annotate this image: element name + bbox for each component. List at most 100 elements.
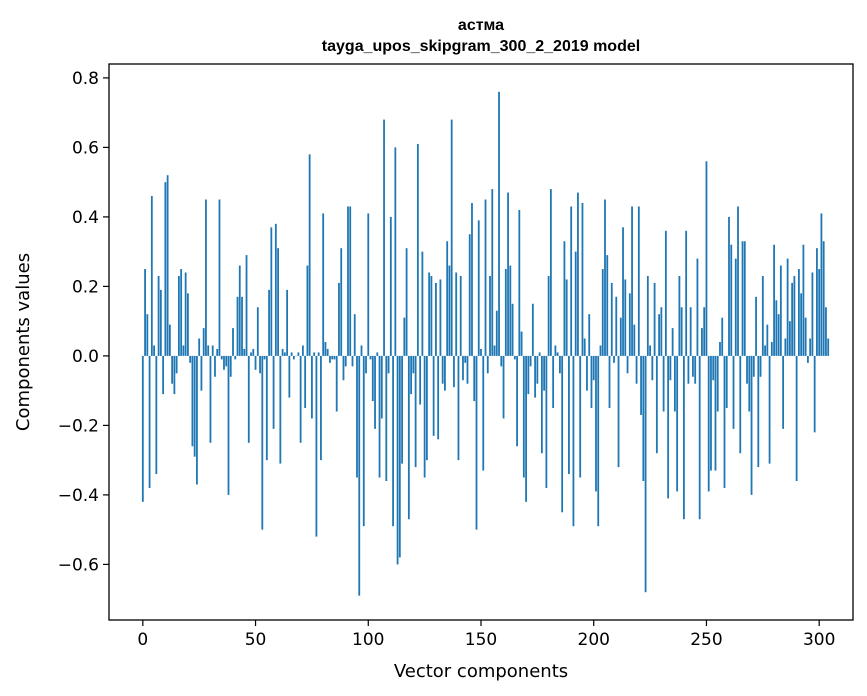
bar-83 [329, 355, 331, 363]
bar-167 [518, 209, 521, 356]
bar-144 [466, 355, 469, 384]
bar-159 [500, 355, 503, 367]
bar-85 [333, 355, 336, 360]
bar-117 [405, 248, 408, 356]
bar-267 [743, 241, 746, 356]
bar-92 [349, 206, 352, 356]
bar-97 [360, 345, 363, 356]
bar-302 [822, 241, 825, 356]
bar-156 [493, 345, 496, 356]
chart-subtitle: tayga_upos_skipgram_300_2_2019 model [322, 38, 640, 55]
bar-95 [356, 355, 358, 478]
x-tick-label: 100 [352, 630, 384, 650]
bar-94 [353, 314, 356, 356]
bar-11 [166, 175, 169, 356]
bar-264 [737, 206, 739, 356]
bar-186 [561, 355, 564, 513]
bar-31 [211, 345, 214, 356]
bar-298 [813, 355, 816, 433]
bar-80 [322, 213, 325, 356]
bar-294 [804, 317, 807, 356]
bar-199 [590, 355, 593, 409]
bar-201 [595, 355, 597, 492]
bar-158 [498, 91, 500, 356]
bar-202 [597, 355, 600, 527]
bar-296 [809, 338, 812, 356]
bar-33 [216, 348, 219, 356]
bar-54 [263, 355, 266, 360]
bar-288 [791, 282, 794, 356]
bar-8 [159, 289, 162, 356]
bar-198 [588, 314, 591, 356]
bar-213 [622, 227, 624, 356]
bar-192 [574, 251, 577, 356]
bar-230 [660, 307, 663, 356]
bar-55 [265, 355, 268, 461]
bar-18 [182, 345, 185, 356]
bar-239 [680, 307, 683, 356]
bar-297 [811, 272, 814, 356]
bar-130 [435, 282, 437, 356]
bar-19 [184, 272, 187, 356]
bar-26 [200, 355, 203, 391]
bar-71 [301, 345, 304, 356]
bar-75 [311, 355, 313, 419]
bar-259 [725, 355, 728, 409]
bar-128 [430, 275, 433, 356]
y-tick-label: −0.4 [58, 486, 99, 506]
bar-70 [299, 355, 302, 443]
bar-20 [187, 293, 189, 356]
bar-126 [425, 355, 428, 461]
y-tick-label: 0.2 [72, 277, 99, 297]
bar-185 [559, 355, 561, 374]
bar-246 [696, 258, 699, 356]
bar-3 [148, 355, 151, 488]
bar-194 [579, 355, 582, 478]
bar-248 [701, 328, 703, 356]
y-tick-label: −0.6 [58, 555, 99, 575]
bar-141 [459, 275, 462, 356]
bar-4 [150, 196, 153, 356]
bar-78 [317, 352, 320, 356]
bar-166 [516, 355, 518, 447]
bar-34 [218, 199, 221, 356]
bar-22 [191, 355, 194, 447]
bar-174 [534, 355, 537, 398]
bar-36 [223, 355, 225, 370]
bar-276 [764, 345, 766, 356]
bar-244 [692, 355, 694, 377]
bar-268 [746, 355, 748, 384]
bar-10 [164, 182, 167, 356]
bar-99 [365, 355, 367, 374]
bar-115 [401, 355, 403, 464]
y-tick-label: 0.6 [72, 138, 99, 158]
bar-293 [802, 244, 805, 356]
bar-171 [527, 355, 530, 395]
bar-205 [604, 199, 606, 356]
bar-219 [635, 355, 638, 384]
bar-272 [755, 296, 757, 356]
bar-52 [259, 355, 261, 374]
bar-179 [545, 355, 548, 488]
bar-15 [175, 355, 178, 374]
bar-7 [157, 275, 160, 356]
bar-256 [719, 342, 721, 356]
bar-111 [392, 355, 394, 527]
bar-91 [347, 206, 349, 356]
bar-44 [241, 296, 243, 356]
bar-231 [662, 355, 665, 412]
y-tick-label: −0.2 [58, 416, 99, 436]
bar-48 [250, 352, 252, 356]
bar-287 [788, 321, 791, 356]
bar-191 [572, 355, 575, 527]
bar-214 [624, 279, 627, 356]
bar-13 [171, 355, 174, 384]
bar-237 [676, 355, 679, 492]
bar-109 [387, 355, 390, 374]
bar-25 [198, 338, 201, 356]
bar-233 [667, 355, 670, 499]
bar-283 [779, 265, 782, 356]
bar-229 [658, 314, 661, 356]
bar-137 [450, 119, 453, 356]
bar-289 [793, 275, 796, 356]
